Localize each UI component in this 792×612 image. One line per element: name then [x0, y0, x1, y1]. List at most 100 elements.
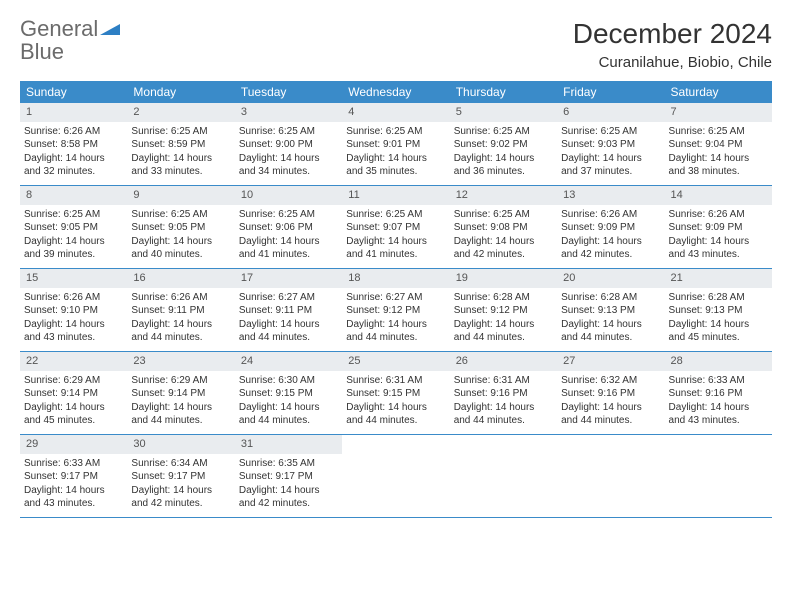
weekday-header: Sunday	[20, 81, 127, 103]
day-number: 11	[342, 186, 449, 205]
sunset-text: Sunset: 9:17 PM	[131, 470, 230, 484]
day-number: 8	[20, 186, 127, 205]
day-body: Sunrise: 6:25 AMSunset: 9:07 PMDaylight:…	[342, 208, 449, 266]
sunset-text: Sunset: 9:12 PM	[346, 304, 445, 318]
daylight-text: Daylight: 14 hours and 44 minutes.	[239, 401, 338, 428]
sunrise-text: Sunrise: 6:34 AM	[131, 457, 230, 471]
daylight-text: Daylight: 14 hours and 45 minutes.	[669, 318, 768, 345]
day-number: 31	[235, 435, 342, 454]
day-cell: 10Sunrise: 6:25 AMSunset: 9:06 PMDayligh…	[235, 186, 342, 268]
day-body: Sunrise: 6:27 AMSunset: 9:11 PMDaylight:…	[235, 291, 342, 349]
weekday-header: Thursday	[450, 81, 557, 103]
sunrise-text: Sunrise: 6:32 AM	[561, 374, 660, 388]
daylight-text: Daylight: 14 hours and 41 minutes.	[239, 235, 338, 262]
day-cell: 28Sunrise: 6:33 AMSunset: 9:16 PMDayligh…	[665, 352, 772, 434]
daylight-text: Daylight: 14 hours and 44 minutes.	[239, 318, 338, 345]
day-cell: 7Sunrise: 6:25 AMSunset: 9:04 PMDaylight…	[665, 103, 772, 185]
day-body: Sunrise: 6:28 AMSunset: 9:12 PMDaylight:…	[450, 291, 557, 349]
sunrise-text: Sunrise: 6:33 AM	[24, 457, 123, 471]
week-row: 15Sunrise: 6:26 AMSunset: 9:10 PMDayligh…	[20, 269, 772, 352]
sunrise-text: Sunrise: 6:25 AM	[454, 125, 553, 139]
sunrise-text: Sunrise: 6:31 AM	[346, 374, 445, 388]
day-cell: 18Sunrise: 6:27 AMSunset: 9:12 PMDayligh…	[342, 269, 449, 351]
sunset-text: Sunset: 9:15 PM	[239, 387, 338, 401]
sunrise-text: Sunrise: 6:26 AM	[24, 125, 123, 139]
sunset-text: Sunset: 9:10 PM	[24, 304, 123, 318]
sunset-text: Sunset: 9:11 PM	[131, 304, 230, 318]
day-cell: 26Sunrise: 6:31 AMSunset: 9:16 PMDayligh…	[450, 352, 557, 434]
sunset-text: Sunset: 9:00 PM	[239, 138, 338, 152]
day-cell: 8Sunrise: 6:25 AMSunset: 9:05 PMDaylight…	[20, 186, 127, 268]
sunrise-text: Sunrise: 6:25 AM	[239, 125, 338, 139]
title-block: December 2024 Curanilahue, Biobio, Chile	[573, 18, 772, 71]
day-body: Sunrise: 6:35 AMSunset: 9:17 PMDaylight:…	[235, 457, 342, 515]
day-body: Sunrise: 6:25 AMSunset: 9:05 PMDaylight:…	[127, 208, 234, 266]
day-body: Sunrise: 6:29 AMSunset: 9:14 PMDaylight:…	[127, 374, 234, 432]
day-cell: 16Sunrise: 6:26 AMSunset: 9:11 PMDayligh…	[127, 269, 234, 351]
day-cell: 22Sunrise: 6:29 AMSunset: 9:14 PMDayligh…	[20, 352, 127, 434]
sunrise-text: Sunrise: 6:25 AM	[561, 125, 660, 139]
daylight-text: Daylight: 14 hours and 42 minutes.	[131, 484, 230, 511]
sunrise-text: Sunrise: 6:25 AM	[24, 208, 123, 222]
day-body: Sunrise: 6:25 AMSunset: 9:03 PMDaylight:…	[557, 125, 664, 183]
day-body: Sunrise: 6:26 AMSunset: 9:09 PMDaylight:…	[665, 208, 772, 266]
day-body: Sunrise: 6:30 AMSunset: 9:15 PMDaylight:…	[235, 374, 342, 432]
day-cell	[450, 435, 557, 517]
day-body: Sunrise: 6:26 AMSunset: 9:09 PMDaylight:…	[557, 208, 664, 266]
daylight-text: Daylight: 14 hours and 40 minutes.	[131, 235, 230, 262]
daylight-text: Daylight: 14 hours and 45 minutes.	[24, 401, 123, 428]
day-body: Sunrise: 6:33 AMSunset: 9:17 PMDaylight:…	[20, 457, 127, 515]
daylight-text: Daylight: 14 hours and 43 minutes.	[24, 318, 123, 345]
sunset-text: Sunset: 9:17 PM	[24, 470, 123, 484]
sunset-text: Sunset: 9:13 PM	[669, 304, 768, 318]
week-row: 1Sunrise: 6:26 AMSunset: 8:58 PMDaylight…	[20, 103, 772, 186]
logo-triangle-icon	[100, 22, 120, 41]
sunset-text: Sunset: 9:01 PM	[346, 138, 445, 152]
daylight-text: Daylight: 14 hours and 33 minutes.	[131, 152, 230, 179]
day-body: Sunrise: 6:27 AMSunset: 9:12 PMDaylight:…	[342, 291, 449, 349]
daylight-text: Daylight: 14 hours and 43 minutes.	[669, 235, 768, 262]
day-number: 5	[450, 103, 557, 122]
sunset-text: Sunset: 9:05 PM	[24, 221, 123, 235]
daylight-text: Daylight: 14 hours and 41 minutes.	[346, 235, 445, 262]
day-body: Sunrise: 6:25 AMSunset: 9:01 PMDaylight:…	[342, 125, 449, 183]
header: General Blue December 2024 Curanilahue, …	[20, 18, 772, 71]
location: Curanilahue, Biobio, Chile	[573, 54, 772, 71]
day-number: 20	[557, 269, 664, 288]
day-body: Sunrise: 6:32 AMSunset: 9:16 PMDaylight:…	[557, 374, 664, 432]
sunrise-text: Sunrise: 6:33 AM	[669, 374, 768, 388]
sunset-text: Sunset: 9:02 PM	[454, 138, 553, 152]
daylight-text: Daylight: 14 hours and 43 minutes.	[669, 401, 768, 428]
day-body: Sunrise: 6:25 AMSunset: 9:00 PMDaylight:…	[235, 125, 342, 183]
day-number: 14	[665, 186, 772, 205]
sunset-text: Sunset: 8:58 PM	[24, 138, 123, 152]
sunrise-text: Sunrise: 6:26 AM	[24, 291, 123, 305]
day-number: 28	[665, 352, 772, 371]
sunrise-text: Sunrise: 6:25 AM	[131, 208, 230, 222]
day-cell: 14 Sunrise: 6:26 AMSunset: 9:09 PMDayligh…	[665, 186, 772, 268]
sunrise-text: Sunrise: 6:29 AM	[24, 374, 123, 388]
day-cell: 1Sunrise: 6:26 AMSunset: 8:58 PMDaylight…	[20, 103, 127, 185]
sunset-text: Sunset: 9:09 PM	[561, 221, 660, 235]
daylight-text: Daylight: 14 hours and 37 minutes.	[561, 152, 660, 179]
sunrise-text: Sunrise: 6:35 AM	[239, 457, 338, 471]
brand-logo: General Blue	[20, 18, 120, 64]
sunrise-text: Sunrise: 6:25 AM	[346, 125, 445, 139]
day-cell: 27Sunrise: 6:32 AMSunset: 9:16 PMDayligh…	[557, 352, 664, 434]
day-body: Sunrise: 6:34 AMSunset: 9:17 PMDaylight:…	[127, 457, 234, 515]
day-number: 10	[235, 186, 342, 205]
weekday-header: Saturday	[665, 81, 772, 103]
sunset-text: Sunset: 9:04 PM	[669, 138, 768, 152]
weekday-header: Friday	[557, 81, 664, 103]
day-number: 3	[235, 103, 342, 122]
daylight-text: Daylight: 14 hours and 32 minutes.	[24, 152, 123, 179]
daylight-text: Daylight: 14 hours and 34 minutes.	[239, 152, 338, 179]
weekday-header: Tuesday	[235, 81, 342, 103]
week-row: 22Sunrise: 6:29 AMSunset: 9:14 PMDayligh…	[20, 352, 772, 435]
day-number: 6	[557, 103, 664, 122]
sunrise-text: Sunrise: 6:26 AM	[131, 291, 230, 305]
day-body: Sunrise: 6:28 AMSunset: 9:13 PMDaylight:…	[665, 291, 772, 349]
daylight-text: Daylight: 14 hours and 42 minutes.	[454, 235, 553, 262]
day-cell: 30Sunrise: 6:34 AMSunset: 9:17 PMDayligh…	[127, 435, 234, 517]
day-body: Sunrise: 6:25 AMSunset: 9:04 PMDaylight:…	[665, 125, 772, 183]
